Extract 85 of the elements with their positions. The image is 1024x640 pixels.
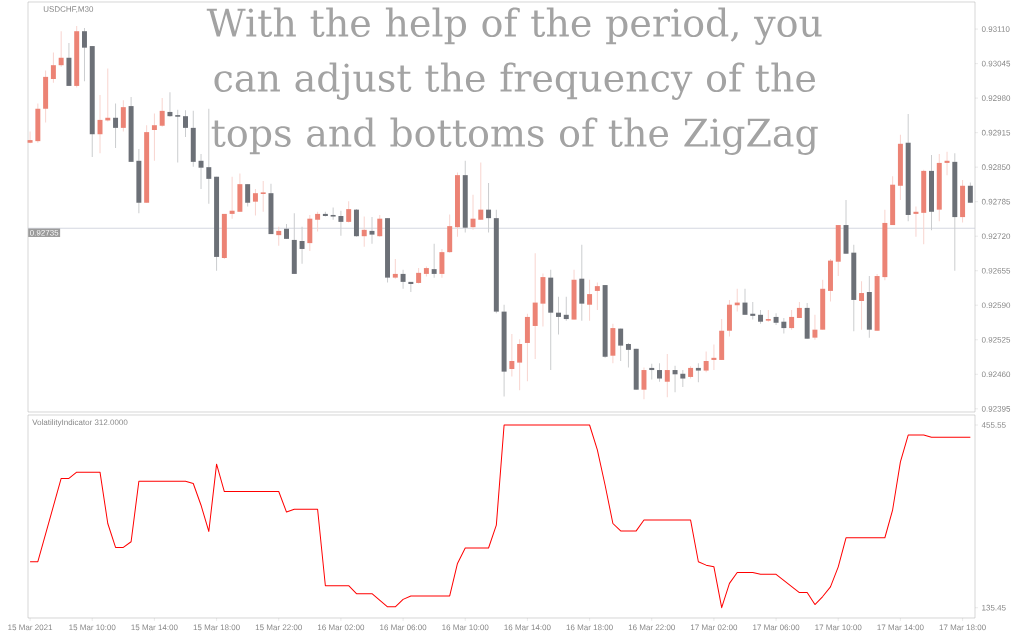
candlestick [167,91,173,118]
candlestick [594,281,600,311]
y-tick-label: 0.92460 [981,371,1011,378]
x-tick-label: 15 Mar 10:00 [69,624,116,631]
y-tick-label: 135.45 [982,604,1006,611]
chart-title: VolatilityIndicator 312.0000 [32,419,128,427]
candlestick [664,353,670,398]
candlestick [361,216,367,248]
candlestick [657,362,662,383]
candlestick [470,194,476,231]
y-tick-label: 0.92980 [981,95,1011,101]
candlestick [245,183,251,207]
ref-line-label: 0.92735 [30,229,59,236]
candlestick [672,365,678,393]
candlestick [392,258,398,280]
x-tick-label: 16 Mar 10:00 [442,624,489,631]
candlestick [259,180,267,213]
x-tick-label: 16 Mar 18:00 [566,624,613,631]
candlestick [120,99,126,133]
candlestick [58,30,64,68]
candlestick [967,182,973,204]
chart-title: USDCHF,M30 [43,6,94,13]
y-tick-label: 0.92785 [981,198,1011,205]
candlestick [431,243,437,279]
y-tick-label: 0.93110 [981,26,1010,32]
candlestick [151,113,157,162]
candlestick [113,102,119,149]
candlestick [478,161,484,221]
y-tick-label: 0.92655 [981,267,1011,274]
candlestick [252,188,258,216]
candlestick [206,108,212,205]
x-tick-label: 17 Mar 06:00 [753,624,800,631]
candlestick [944,151,950,176]
x-tick-label: 15 Mar 14:00 [131,624,178,631]
y-tick-label: 0.92720 [981,233,1011,240]
candlestick [517,338,523,391]
candlestick [641,366,647,400]
x-tick-label: 15 Mar 18:00 [193,624,240,631]
y-tick-label: 0.92590 [981,302,1011,309]
candlestick [625,342,631,368]
x-tick-label: 17 Mar 02:00 [690,624,738,631]
candlestick [695,362,701,383]
y-tick-label: 0.92850 [981,164,1011,170]
candlestick [159,97,165,128]
candlestick [859,280,865,331]
candlestick [812,314,818,341]
y-tick-label: 0.92525 [981,336,1011,343]
candlestick [198,153,204,190]
candlestick [175,109,181,163]
y-tick-label: 455.55 [981,422,1006,428]
x-tick-label: 16 Mar 14:00 [504,624,551,631]
candlestick [532,252,538,360]
candlestick [330,207,336,221]
candlestick [703,350,709,373]
candlestick [711,344,717,371]
candlestick [439,248,445,279]
candlestick [183,109,188,138]
x-tick-label: 16 Mar 06:00 [380,624,427,631]
annotation: With the help of the period, you can adjust the frequency of the tops and bottoms of the ZigZag [206,7,822,155]
x-tick-label: 16 Mar 02:00 [317,624,365,631]
x-tick-label: 16 Mar 22:00 [628,624,675,631]
x-tick-label: 17 Mar 14:00 [877,624,924,631]
candlestick [377,214,383,238]
candlestick [229,176,235,220]
y-tick-label: 0.93045 [981,60,1011,67]
x-tick-label: 17 Mar 10:00 [815,624,862,631]
candlestick [50,51,56,84]
y-tick-label: 0.92395 [981,405,1011,412]
candlestick [773,312,779,326]
candlestick [789,309,795,331]
x-tick-label: 17 Mar 18:00 [939,624,986,631]
candlestick [276,226,282,247]
candlestick [315,211,321,232]
candlestick [563,296,569,322]
candlestick [81,27,87,82]
candlestick [400,269,406,290]
x-tick-label: 15 Mar 22:00 [255,624,302,631]
y-tick-label: 0.92915 [981,129,1011,136]
candlestick [509,333,515,377]
candlestick [913,205,919,238]
candlestick [27,131,33,144]
x-tick-label: 15 Mar 2021 [8,624,53,631]
candlestick [618,328,624,362]
candlestick [587,279,593,322]
candlestick [556,296,561,335]
